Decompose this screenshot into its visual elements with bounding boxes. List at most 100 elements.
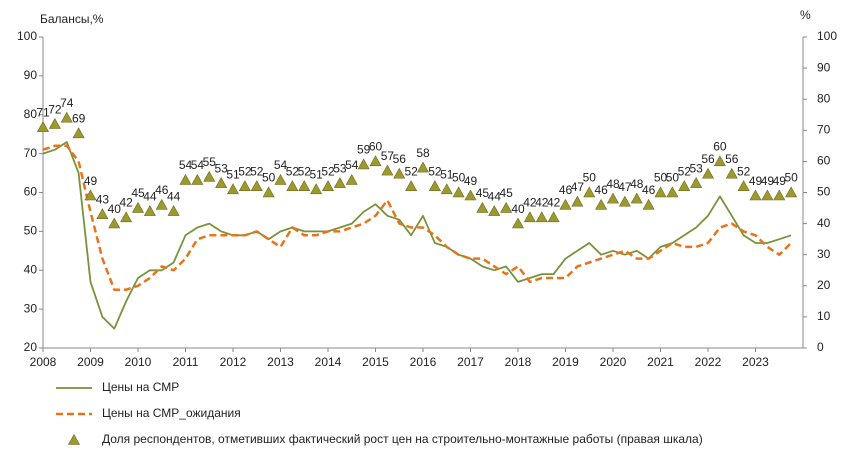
marker xyxy=(713,155,726,167)
data-label: 52 xyxy=(250,164,264,178)
marker xyxy=(761,189,774,201)
data-label: 52 xyxy=(404,164,418,178)
marker xyxy=(369,155,382,167)
marker xyxy=(286,180,299,191)
marker xyxy=(666,186,679,198)
x-tick-label: 2015 xyxy=(362,355,389,369)
x-tick-label: 2013 xyxy=(267,355,294,369)
data-label: 57 xyxy=(381,149,395,163)
marker xyxy=(559,198,572,210)
marker xyxy=(678,180,691,191)
marker xyxy=(321,180,335,191)
marker xyxy=(595,198,608,210)
x-tick-label: 2017 xyxy=(457,355,484,369)
x-tick-label: 2012 xyxy=(220,355,247,369)
x-tick-label: 2009 xyxy=(77,355,104,369)
data-label: 58 xyxy=(416,146,430,160)
marker xyxy=(654,186,667,198)
y-tick-label: 60 xyxy=(24,185,38,199)
marker xyxy=(583,186,596,198)
data-label: 49 xyxy=(773,174,787,188)
data-label: 47 xyxy=(618,180,632,194)
data-label: 52 xyxy=(286,164,300,178)
data-label: 54 xyxy=(345,158,359,172)
marker xyxy=(274,173,287,185)
data-label: 49 xyxy=(749,174,763,188)
x-tick-label: 2016 xyxy=(410,355,437,369)
marker xyxy=(749,189,762,201)
x-tick-label: 2018 xyxy=(505,355,532,369)
data-label: 48 xyxy=(606,177,620,191)
y2-tick-label: 20 xyxy=(817,278,831,292)
data-label: 51 xyxy=(440,168,454,182)
data-label: 50 xyxy=(583,171,597,185)
legend-marker xyxy=(67,433,81,445)
x-tick-label: 2020 xyxy=(600,355,627,369)
y-tick-label: 80 xyxy=(24,107,38,121)
series-line xyxy=(42,144,792,291)
marker xyxy=(690,177,703,188)
marker xyxy=(167,205,180,216)
data-label: 53 xyxy=(333,161,347,175)
y-tick-label: 90 xyxy=(24,68,38,82)
data-label: 60 xyxy=(713,140,727,154)
y2-tick-label: 70 xyxy=(817,122,831,136)
marker xyxy=(488,205,501,216)
data-label: 42 xyxy=(523,196,537,210)
marker xyxy=(179,173,192,185)
data-label: 44 xyxy=(488,189,502,203)
data-label: 42 xyxy=(535,196,549,210)
y-tick-label: 70 xyxy=(24,146,38,160)
marker xyxy=(500,201,513,213)
x-tick-label: 2022 xyxy=(695,355,722,369)
y-axis-label: Балансы,% xyxy=(40,12,104,26)
marker xyxy=(523,211,536,223)
x-tick-label: 2011 xyxy=(173,355,199,369)
marker xyxy=(535,211,548,223)
data-label: 49 xyxy=(761,174,775,188)
data-label: 71 xyxy=(36,105,50,119)
marker xyxy=(333,177,346,188)
data-label: 44 xyxy=(143,189,157,203)
marker xyxy=(155,198,168,210)
data-label: 49 xyxy=(84,174,98,188)
data-label: 45 xyxy=(499,186,513,200)
data-label: 40 xyxy=(108,202,122,216)
data-label: 44 xyxy=(167,189,181,203)
marker xyxy=(476,201,489,213)
y-tick-label: 30 xyxy=(24,301,38,315)
data-label: 40 xyxy=(511,202,525,216)
marker xyxy=(215,177,228,188)
marker xyxy=(345,173,358,185)
marker xyxy=(618,195,631,207)
series-line xyxy=(42,141,792,330)
data-label: 48 xyxy=(630,177,644,191)
y2-tick-label: 10 xyxy=(817,309,831,323)
data-label: 54 xyxy=(179,158,193,172)
marker xyxy=(405,180,418,191)
marker xyxy=(203,170,216,182)
marker xyxy=(72,127,85,139)
marker xyxy=(36,121,50,132)
marker xyxy=(238,180,251,191)
marker xyxy=(131,201,145,213)
y2-tick-label: 60 xyxy=(817,154,831,168)
data-label: 50 xyxy=(654,171,668,185)
data-label: 74 xyxy=(60,96,74,110)
data-label: 45 xyxy=(131,186,145,200)
data-label: 49 xyxy=(464,174,478,188)
y2-tick-label: 50 xyxy=(817,185,831,199)
marker xyxy=(773,189,786,201)
marker xyxy=(440,183,453,195)
marker xyxy=(571,195,584,207)
data-label: 54 xyxy=(274,158,288,172)
x-tick-label: 2008 xyxy=(30,355,57,369)
data-label: 50 xyxy=(452,171,466,185)
marker xyxy=(143,205,156,216)
data-label: 43 xyxy=(96,192,110,206)
marker xyxy=(725,167,738,179)
x-tick-label: 2014 xyxy=(315,355,342,369)
data-label: 53 xyxy=(214,161,228,175)
marker xyxy=(464,189,477,201)
